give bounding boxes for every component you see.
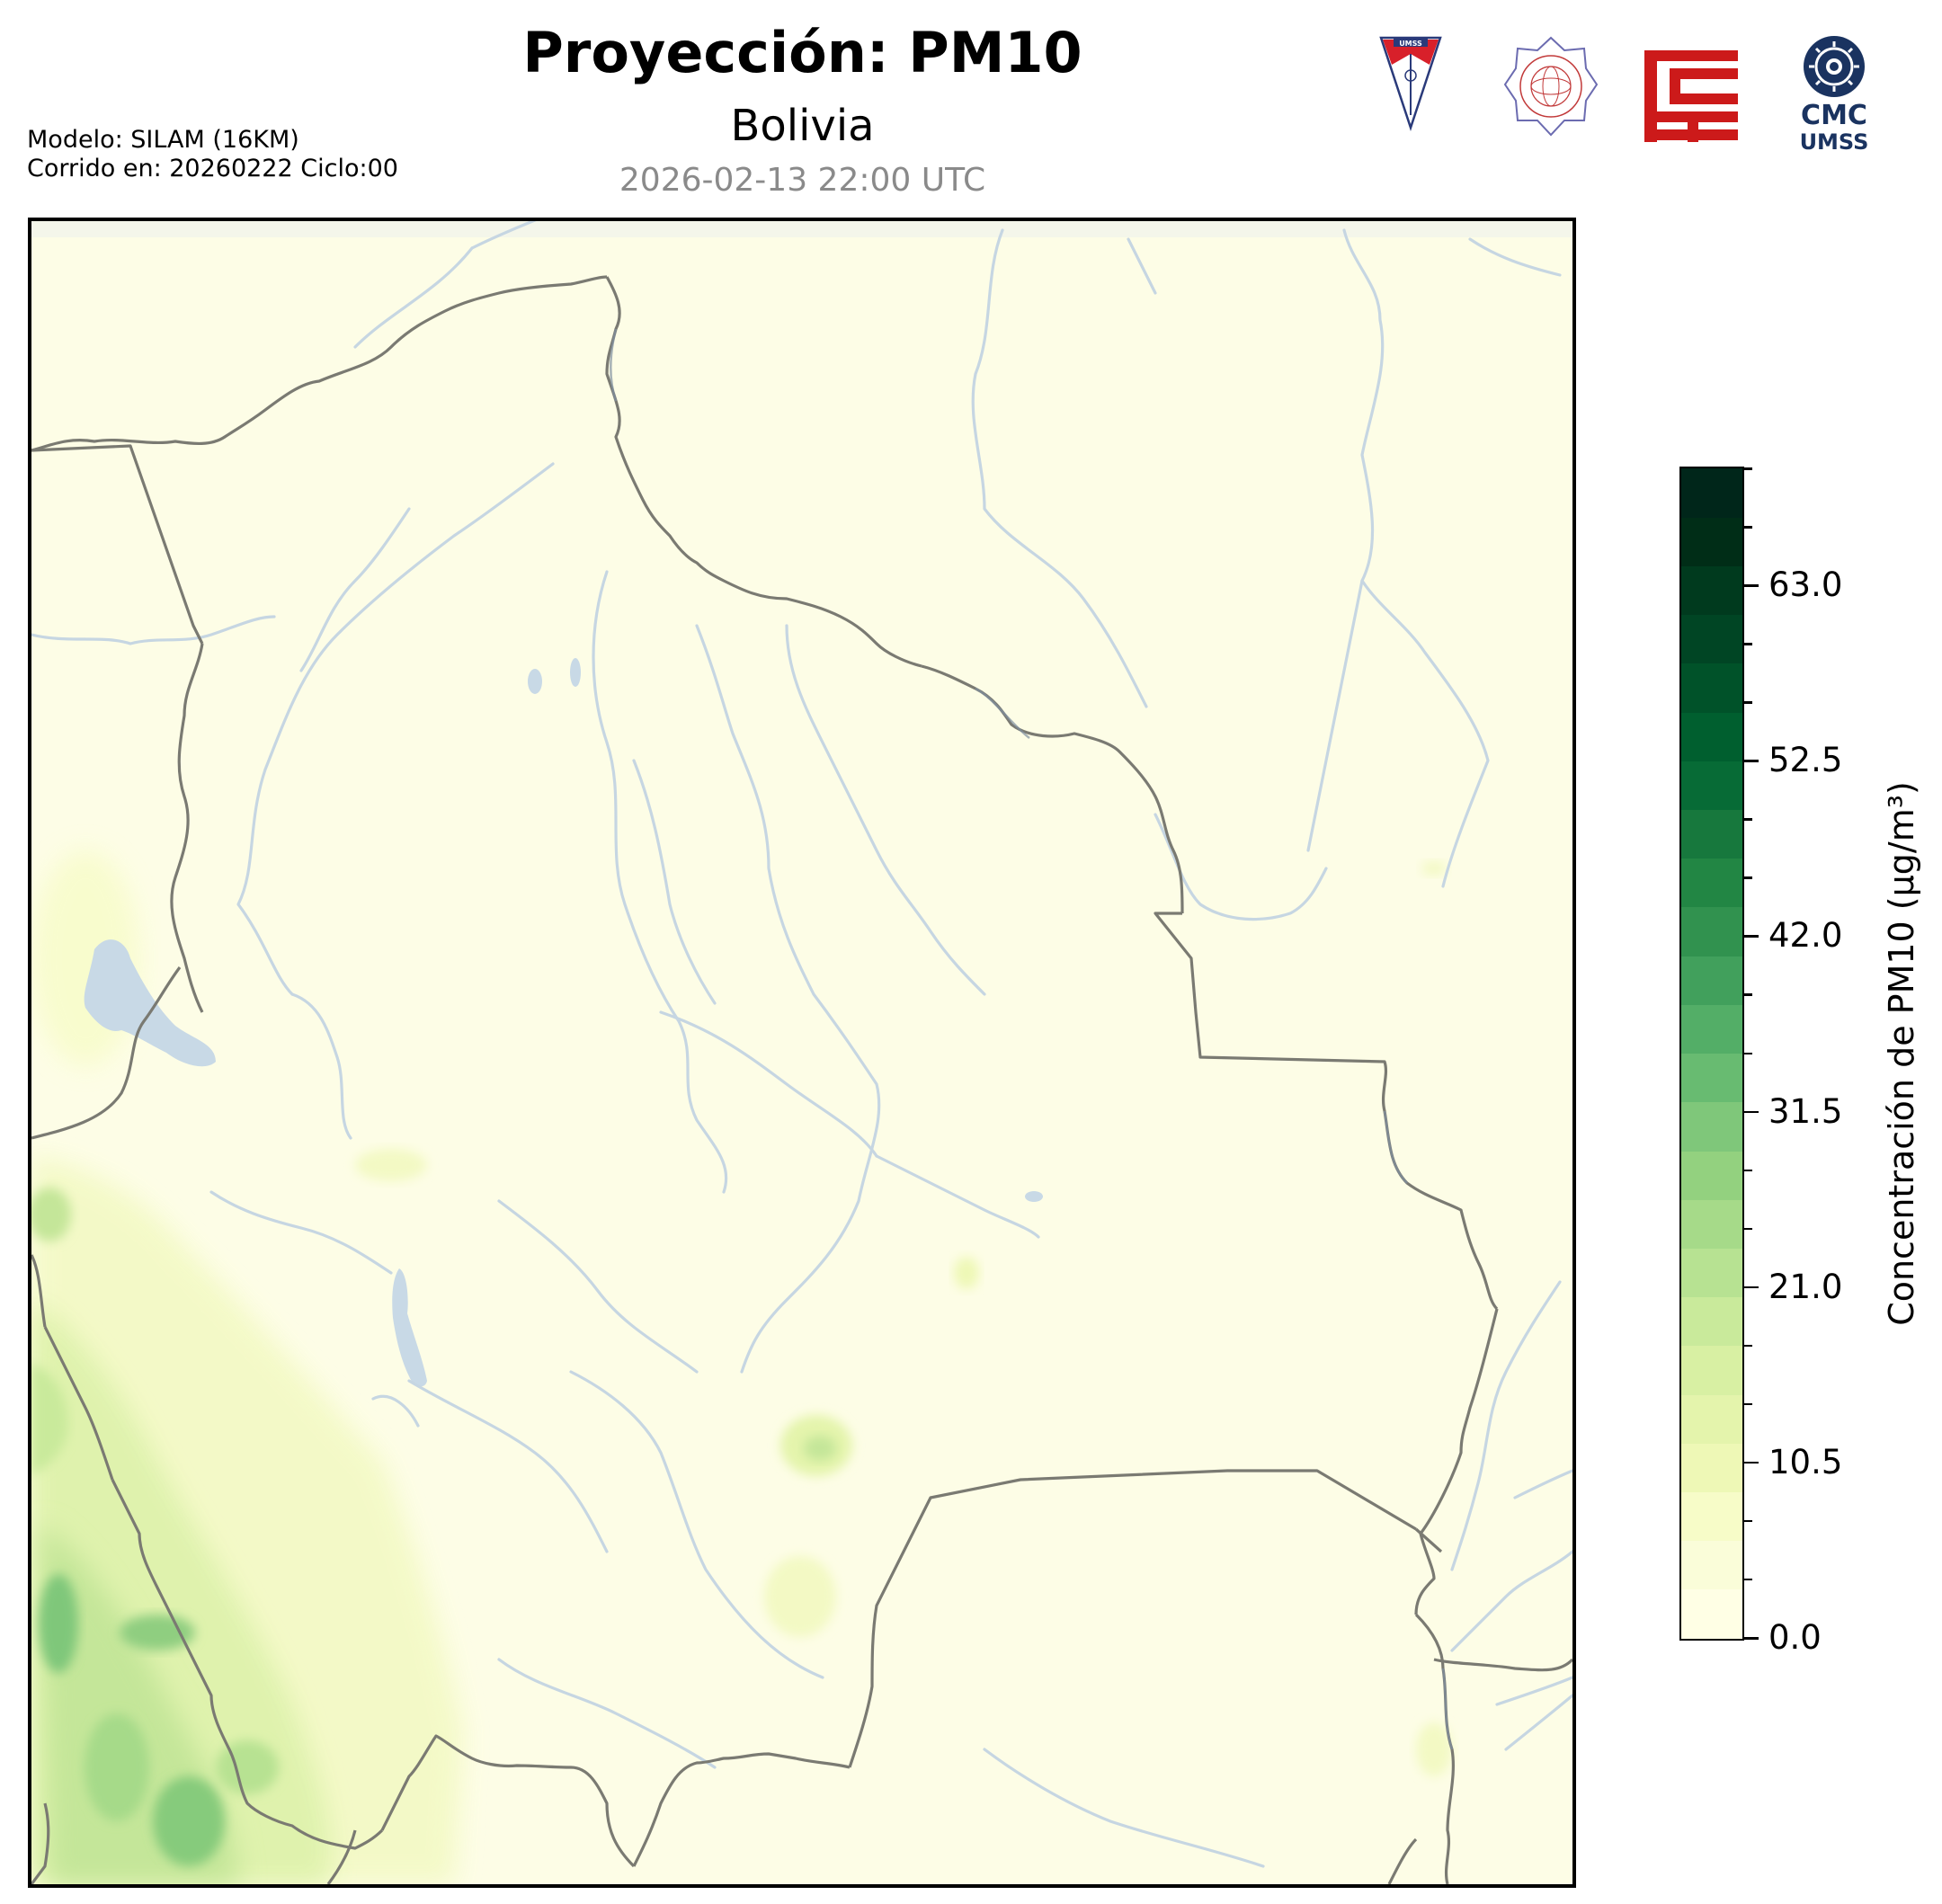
map-title: Proyección: PM10 xyxy=(522,20,1082,85)
colorbar-step xyxy=(1681,858,1742,908)
colorbar-minor-tick xyxy=(1744,993,1752,996)
colorbar-tick-label: 63.0 xyxy=(1768,565,1843,605)
colorbar-tick-label: 42.0 xyxy=(1768,916,1843,956)
pm10-concentration-field xyxy=(31,850,1452,1884)
colorbar-minor-tick xyxy=(1744,1227,1752,1231)
colorbar-step xyxy=(1681,809,1742,859)
colorbar-tick-label: 31.5 xyxy=(1768,1091,1843,1131)
colorbar-label: Concentración de PM10 (µg/m³) xyxy=(1882,781,1921,1326)
colorbar-minor-tick xyxy=(1744,818,1752,821)
colorbar-step xyxy=(1681,1491,1742,1542)
departamento-fisica-seal-logo xyxy=(1503,36,1599,137)
lakes xyxy=(84,658,1043,1387)
colorbar-minor-tick xyxy=(1744,1052,1752,1054)
colorbar-step xyxy=(1681,1199,1742,1249)
colorbar-major-tick xyxy=(1744,935,1759,938)
colorbar-tick-label: 0.0 xyxy=(1768,1618,1822,1657)
colorbar-step xyxy=(1681,956,1742,1005)
map-canvas xyxy=(31,221,1572,1884)
pm10-colorbar xyxy=(1679,467,1744,1641)
colorbar-step xyxy=(1681,1345,1742,1395)
country-borders xyxy=(31,275,1572,1884)
model-run: Corrido en: 20260222 Ciclo:00 xyxy=(27,155,398,182)
forecast-timestamp: 2026-02-13 22:00 UTC xyxy=(619,162,986,199)
colorbar-step xyxy=(1681,468,1742,518)
colorbar-step xyxy=(1681,1053,1742,1103)
small-lake xyxy=(528,669,542,694)
small-lake xyxy=(570,658,581,687)
model-name: Modelo: SILAM (16KM) xyxy=(27,126,299,154)
colorbar-minor-tick xyxy=(1744,643,1752,645)
colorbar-step xyxy=(1681,1150,1742,1200)
colorbar-step xyxy=(1681,1540,1742,1590)
border-rivers xyxy=(609,328,1454,1750)
colorbar-step xyxy=(1681,761,1742,811)
colorbar-major-tick xyxy=(1744,584,1759,587)
red-institute-logo xyxy=(1644,50,1738,142)
colorbar-minor-tick xyxy=(1744,467,1752,470)
map-subtitle: Bolivia xyxy=(730,101,875,151)
colorbar-minor-tick xyxy=(1744,1169,1752,1172)
logo-strip: UMSS CMC xyxy=(1376,34,1879,160)
colorbar-minor-tick xyxy=(1744,876,1752,879)
colorbar-step xyxy=(1681,1296,1742,1347)
colorbar-step xyxy=(1681,1443,1742,1492)
svg-text:UMSS: UMSS xyxy=(1399,40,1422,48)
colorbar-step xyxy=(1681,906,1742,956)
map-top-strip xyxy=(31,221,1572,237)
colorbar-step xyxy=(1681,1588,1742,1639)
colorbar-step xyxy=(1681,712,1742,761)
lake-titicaca xyxy=(84,939,216,1067)
model-info: Modelo: SILAM (16KM) Corrido en: 2026022… xyxy=(27,126,398,183)
colorbar-major-tick xyxy=(1744,1110,1759,1114)
umss-shield-logo: UMSS xyxy=(1379,36,1442,131)
svg-text:UMSS: UMSS xyxy=(1800,129,1869,155)
pm10-map[interactable] xyxy=(28,218,1576,1888)
colorbar-step xyxy=(1681,1101,1742,1152)
colorbar-tick-label: 10.5 xyxy=(1768,1442,1843,1481)
colorbar-step xyxy=(1681,565,1742,616)
colorbar-minor-tick xyxy=(1744,1344,1752,1348)
colorbar-step xyxy=(1681,1004,1742,1054)
colorbar-step xyxy=(1681,1248,1742,1298)
cmc-umss-logo: CMC UMSS xyxy=(1800,36,1869,155)
colorbar-minor-tick xyxy=(1744,526,1752,529)
colorbar-step xyxy=(1681,1393,1742,1444)
colorbar-tick-label: 21.0 xyxy=(1768,1267,1843,1306)
lake-poopo xyxy=(392,1268,427,1387)
colorbar-step xyxy=(1681,517,1742,566)
colorbar-major-tick xyxy=(1744,1461,1759,1464)
colorbar-minor-tick xyxy=(1744,1578,1752,1581)
colorbar-step xyxy=(1681,663,1742,713)
colorbar-minor-tick xyxy=(1744,701,1752,704)
colorbar-step xyxy=(1681,614,1742,664)
colorbar-minor-tick xyxy=(1744,1402,1752,1406)
small-lake xyxy=(1025,1191,1043,1202)
colorbar-major-tick xyxy=(1744,1637,1759,1640)
colorbar-tick-label: 52.5 xyxy=(1768,741,1843,780)
colorbar-major-tick xyxy=(1744,760,1759,762)
rivers xyxy=(31,221,1572,1868)
colorbar-minor-tick xyxy=(1744,1519,1752,1523)
svg-text:CMC: CMC xyxy=(1801,100,1867,131)
colorbar-major-tick xyxy=(1744,1286,1759,1289)
